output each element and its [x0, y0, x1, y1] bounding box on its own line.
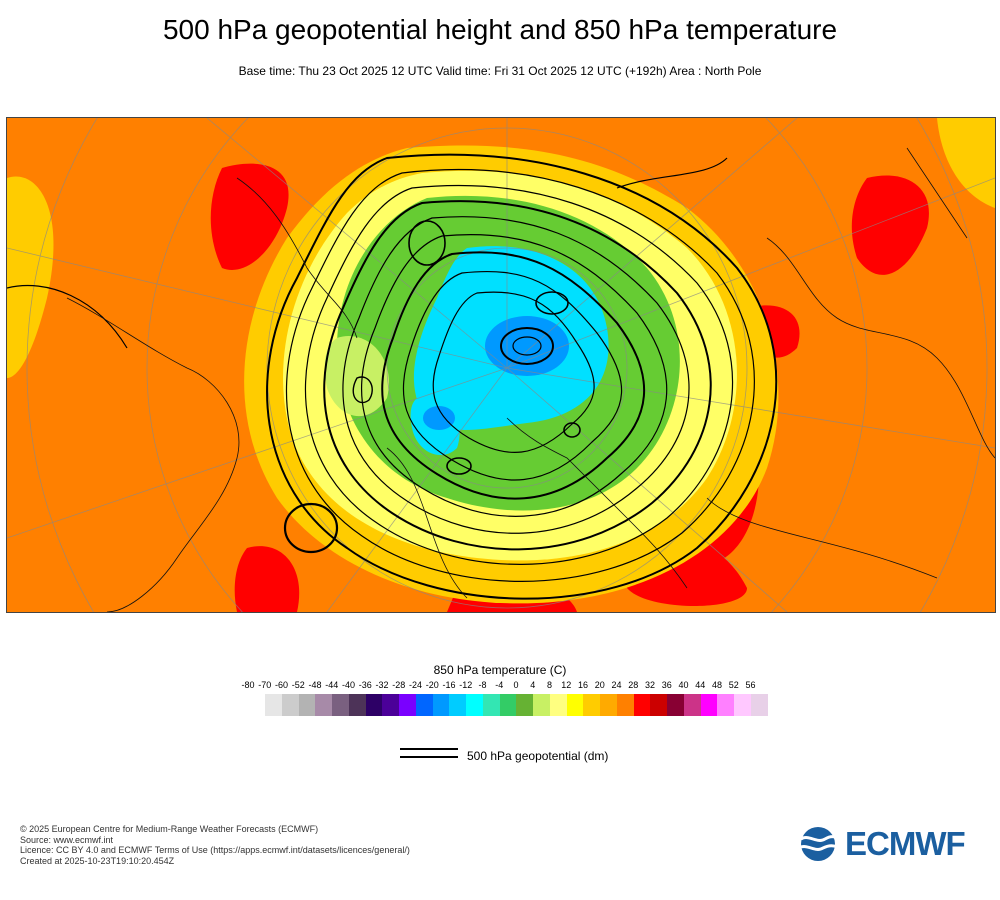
colorbar-tick: 24 — [611, 680, 622, 690]
footer-copyright: © 2025 European Centre for Medium-Range … — [20, 824, 319, 834]
colorbar-swatch — [482, 694, 500, 716]
colorbar-swatch — [616, 694, 634, 716]
colorbar-tick: -60 — [274, 680, 289, 690]
colorbar-tick: 20 — [594, 680, 605, 690]
ecmwf-logo: ECMWF — [795, 826, 985, 862]
colorbar-tick: -70 — [258, 680, 272, 690]
colorbar-swatch — [683, 694, 701, 716]
colorbar-tick: -40 — [341, 680, 356, 690]
colorbar-tick: -80 — [241, 680, 255, 690]
colorbar-tick: -16 — [442, 680, 456, 690]
colorbar-tick: 56 — [745, 680, 756, 690]
coastlines — [66, 147, 995, 612]
colorbar-tick: 12 — [561, 680, 572, 690]
colorbar-tick: 40 — [678, 680, 689, 690]
colorbar-swatch — [566, 694, 584, 716]
colorbar-swatch — [734, 694, 752, 716]
colorbar-swatch — [315, 694, 333, 716]
colorbar-swatch — [415, 694, 433, 716]
contour-legend-lines — [400, 748, 458, 764]
colorbar-tick: -44 — [325, 680, 339, 690]
colorbar-tick: 8 — [546, 680, 553, 690]
graticule — [7, 118, 995, 612]
colorbar-tick: 36 — [661, 680, 672, 690]
colorbar-tick: -12 — [459, 680, 473, 690]
map-panel — [6, 117, 996, 613]
coldest-core-small — [423, 406, 455, 430]
legend-title: 850 hPa temperature (C) — [433, 663, 567, 677]
colorbar-swatch — [650, 694, 668, 716]
colorbar-swatch — [667, 694, 685, 716]
colorbar-swatch — [700, 694, 718, 716]
colorbar-swatch — [633, 694, 651, 716]
colorbar-swatch — [365, 694, 383, 716]
colorbar-swatch — [399, 694, 417, 716]
colorbar-swatch — [499, 694, 517, 716]
colorbar-swatch — [583, 694, 601, 716]
chart-title: 500 hPa geopotential height and 850 hPa … — [162, 14, 838, 45]
map-svg — [7, 118, 995, 612]
colorbar-tick: 48 — [711, 680, 723, 690]
footer-created: Created at 2025-10-23T19:10:20.454Z — [20, 855, 175, 866]
colorbar-tick: -24 — [408, 680, 423, 690]
colorbar-tick: -8 — [478, 680, 487, 690]
colorbar-swatch — [281, 694, 299, 716]
colorbar-swatch — [750, 694, 768, 716]
colorbar-tick: 4 — [530, 680, 536, 690]
colorbar-tick: -52 — [291, 680, 305, 690]
ecmwf-logo-text: ECMWF — [845, 825, 966, 862]
footer: © 2025 European Centre for Medium-Range … — [20, 824, 410, 866]
colorbar-tick: 44 — [695, 680, 706, 690]
colorbar-swatch — [432, 694, 450, 716]
colorbar-swatch — [533, 694, 551, 716]
colorbar-tick: -32 — [375, 680, 389, 690]
colorbar-tick: 16 — [577, 680, 589, 690]
colorbar-tick: -36 — [358, 680, 372, 690]
geopotential-contours — [7, 153, 778, 600]
colorbar-swatch — [449, 694, 467, 716]
colorbar-swatch — [332, 694, 350, 716]
colorbar-swatch — [265, 694, 283, 716]
contour-legend-label: 500 hPa geopotential (dm) — [467, 749, 609, 763]
colorbar-swatch — [549, 694, 567, 716]
colorbar-swatch — [717, 694, 735, 716]
colorbar-swatch — [298, 694, 316, 716]
chart-subtitle: Base time: Thu 23 Oct 2025 12 UTC Valid … — [238, 64, 762, 78]
colorbar-tick: 0 — [513, 680, 519, 690]
colorbar-tick: -48 — [308, 680, 322, 690]
footer-licence: Licence: CC BY 4.0 and ECMWF Terms of Us… — [20, 845, 410, 855]
ecmwf-logo-icon — [798, 827, 838, 861]
colorbar-tick: 52 — [728, 680, 739, 690]
colorbar-swatch — [466, 694, 484, 716]
colorbar-swatch — [348, 694, 366, 716]
colorbar-swatch — [382, 694, 400, 716]
colorbar-tick: 28 — [628, 680, 639, 690]
green-patch-west — [324, 336, 389, 417]
colorbar-tick: -4 — [495, 680, 504, 690]
colorbar-tick: 32 — [644, 680, 656, 690]
colorbar-tick: -20 — [425, 680, 439, 690]
colorbar-tick: -28 — [392, 680, 406, 690]
colorbar-swatch — [600, 694, 618, 716]
coldest-core — [485, 316, 569, 376]
temperature-colorbar: -80 -70 -60 -52 -48 -44 -40 -36 -32 -28 -24 -20 -16-… — [0, 680, 1000, 720]
colorbar-swatch — [516, 694, 534, 716]
footer-source: Source: www.ecmwf.int — [20, 834, 114, 845]
